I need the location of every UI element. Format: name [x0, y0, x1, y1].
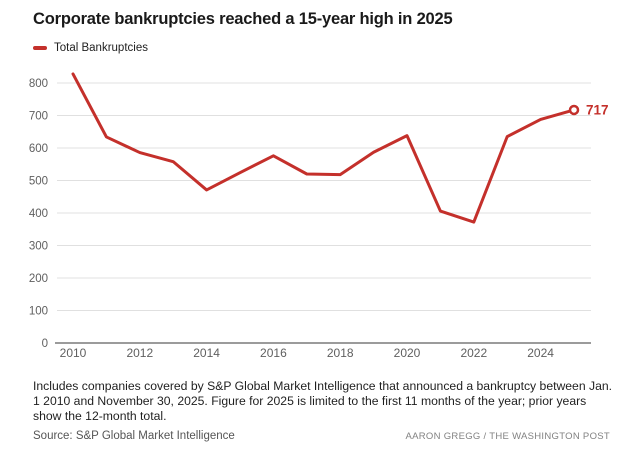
chart-title: Corporate bankruptcies reached a 15-year… — [33, 10, 453, 28]
byline-credit: AARON GREGG / THE WASHINGTON POST — [405, 431, 610, 442]
svg-text:400: 400 — [29, 208, 48, 220]
svg-text:717: 717 — [586, 102, 609, 117]
svg-text:100: 100 — [29, 306, 48, 318]
svg-text:600: 600 — [29, 143, 48, 155]
source-row: Source: S&P Global Market Intelligence A… — [33, 430, 610, 442]
svg-text:2010: 2010 — [60, 346, 87, 360]
svg-text:800: 800 — [29, 78, 48, 90]
svg-text:300: 300 — [29, 241, 48, 253]
svg-text:2018: 2018 — [327, 346, 354, 360]
svg-text:700: 700 — [29, 111, 48, 123]
svg-text:2014: 2014 — [193, 346, 220, 360]
source-label: Source: S&P Global Market Intelligence — [33, 430, 235, 442]
svg-text:2016: 2016 — [260, 346, 287, 360]
legend-line-swatch — [33, 46, 47, 50]
svg-text:2022: 2022 — [460, 346, 487, 360]
svg-text:0: 0 — [42, 338, 48, 350]
chart-footnote: Includes companies covered by S&P Global… — [33, 379, 613, 423]
svg-text:2024: 2024 — [527, 346, 554, 360]
line-chart: 0 100 200 300 400 500 600 700 800 2010 2012 2014 201… — [29, 72, 609, 360]
svg-text:500: 500 — [29, 176, 48, 188]
svg-text:2020: 2020 — [394, 346, 421, 360]
chart-legend: Total Bankruptcies — [33, 41, 148, 55]
legend-label: Total Bankruptcies — [54, 42, 148, 54]
svg-text:2012: 2012 — [126, 346, 153, 360]
svg-text:200: 200 — [29, 273, 48, 285]
